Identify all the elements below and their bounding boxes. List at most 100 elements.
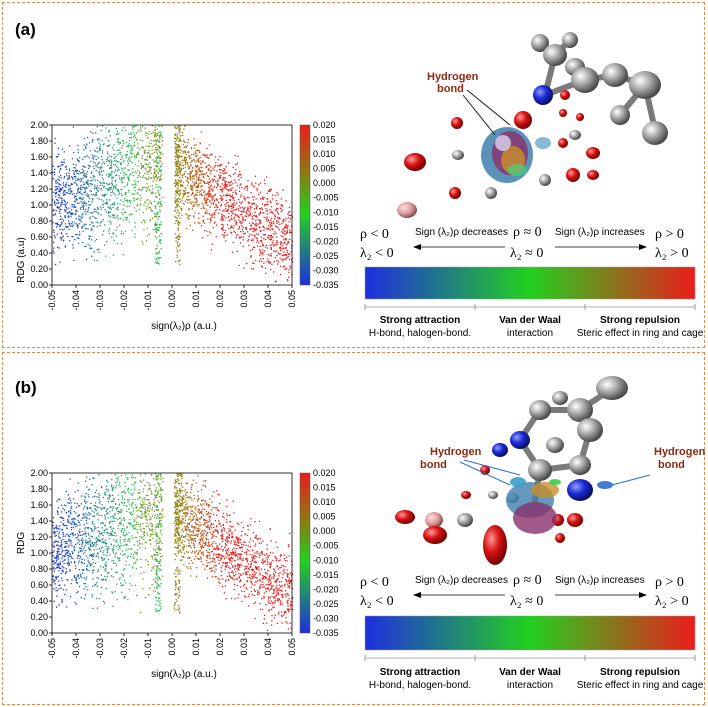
scatter-point <box>95 537 98 539</box>
scatter-point <box>230 175 232 177</box>
scatter-point <box>200 225 203 227</box>
scatter-point <box>198 157 200 160</box>
scatter-point <box>122 524 125 526</box>
scatter-point <box>75 578 78 581</box>
scatter-point <box>155 477 157 479</box>
scatter-point <box>149 529 151 531</box>
scatter-point <box>62 560 64 563</box>
scatter-point <box>198 508 200 510</box>
spike-point <box>179 233 181 235</box>
scatter-point <box>59 165 61 167</box>
scatter-point <box>150 504 152 506</box>
scatter-point <box>136 551 138 554</box>
scatter-point <box>132 174 134 177</box>
scatter-point <box>238 219 240 221</box>
scatter-point <box>111 161 113 163</box>
x-tick-label: 0.04 <box>263 290 273 308</box>
scatter-point <box>74 491 76 493</box>
scatter-point <box>232 227 234 229</box>
scatter-point <box>160 135 162 137</box>
category-vdw-sub: interaction <box>507 328 553 339</box>
scatter-point <box>88 197 91 200</box>
scatter-point <box>200 523 202 526</box>
scatter-point <box>114 217 116 219</box>
scatter-point <box>142 527 145 529</box>
scatter-point <box>141 125 144 127</box>
scatter-point <box>197 176 199 179</box>
scatter-point <box>199 222 201 225</box>
scatter-point <box>83 225 85 227</box>
scatter-point <box>195 186 197 188</box>
scatter-point <box>110 167 112 169</box>
scatter-point <box>59 499 61 501</box>
scatter-point <box>55 210 57 212</box>
scatter-point <box>119 517 121 520</box>
scatter-point <box>145 190 148 192</box>
scatter-point <box>138 188 141 190</box>
scatter-point <box>75 234 77 236</box>
scatter-point <box>199 179 201 181</box>
scatter-point <box>142 505 144 507</box>
scatter-point <box>105 488 108 490</box>
scatter-point <box>109 506 111 508</box>
scatter-point <box>159 564 161 567</box>
scatter-point <box>269 235 271 237</box>
scatter-point <box>134 489 136 491</box>
scatter-point <box>244 199 246 201</box>
spike-point <box>158 135 161 137</box>
scatter-point <box>92 558 94 561</box>
scatter-point <box>239 573 241 575</box>
scatter-point <box>232 166 234 168</box>
scatter-point <box>90 543 92 545</box>
scatter-point <box>139 507 141 509</box>
scatter-point <box>144 159 146 161</box>
scatter-point <box>238 236 240 238</box>
scatter-point <box>117 203 119 205</box>
scatter-point <box>225 217 227 219</box>
scatter-point <box>128 143 130 145</box>
scatter-point <box>114 532 116 534</box>
scatter-point <box>58 564 60 566</box>
y-tick-label: 0.40 <box>30 248 48 258</box>
scatter-point <box>54 137 56 140</box>
scatter-point <box>66 226 68 228</box>
scatter-point <box>58 171 61 173</box>
scatter-point <box>270 577 272 579</box>
scatter-point <box>83 144 85 146</box>
scatter-point <box>78 237 80 239</box>
scatter-point <box>57 550 59 553</box>
scatter-point <box>83 173 85 175</box>
scatter-point <box>134 498 137 501</box>
scatter-point <box>69 170 71 172</box>
scatter-point <box>108 129 110 132</box>
scatter-point <box>98 531 100 533</box>
scatter-point <box>80 221 82 223</box>
scatter-point <box>179 169 181 172</box>
spike-point <box>177 205 179 207</box>
scatter-point <box>94 527 96 529</box>
scatter-point <box>68 185 70 187</box>
scatter-point <box>281 590 283 592</box>
scatter-point <box>98 598 100 600</box>
scatter-point <box>106 548 108 550</box>
scatter-point <box>202 175 204 177</box>
scatter-point <box>115 552 117 554</box>
scatter-point <box>174 525 176 527</box>
scatter-point <box>208 189 210 192</box>
scatter-point <box>229 199 231 201</box>
scatter-point <box>68 177 71 179</box>
scatter-point <box>109 173 111 175</box>
scatter-point <box>79 186 82 188</box>
scatter-point <box>123 172 125 174</box>
spike-point <box>159 194 161 196</box>
scatter-point <box>158 502 160 504</box>
scatter-point <box>192 185 194 187</box>
spike-point <box>179 249 181 251</box>
scatter-point <box>57 513 59 515</box>
scatter-point <box>260 265 263 267</box>
scatter-point <box>62 239 65 241</box>
scatter-point <box>85 576 88 578</box>
scatter-point <box>181 168 183 170</box>
scatter-point <box>124 538 127 540</box>
scatter-point <box>61 189 63 191</box>
